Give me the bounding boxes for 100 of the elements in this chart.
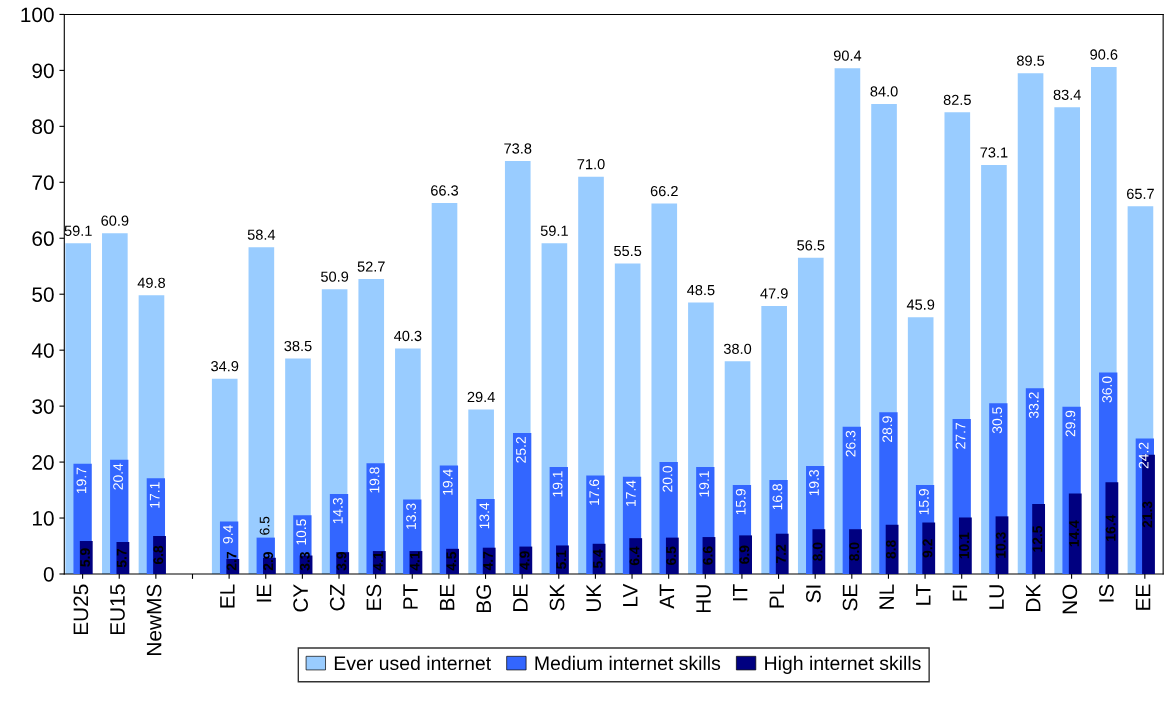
x-tick-label: CZ [329, 584, 345, 611]
y-tick-label: 80 [32, 119, 54, 135]
data-label: 84.0 [870, 86, 898, 97]
x-tick-label: PT [403, 584, 418, 609]
data-label: 17.1 [149, 482, 160, 508]
data-label: 10.3 [995, 532, 1006, 558]
y-tick-label: 70 [32, 175, 54, 191]
data-label: 30.5 [992, 407, 1003, 434]
data-label: 28.9 [882, 416, 893, 442]
data-label: 14.3 [332, 497, 343, 524]
data-label: 6.5 [259, 516, 270, 535]
data-label: 40.3 [394, 330, 422, 342]
data-label: 14.4 [1069, 520, 1079, 547]
x-tick-label: DK [1026, 583, 1041, 611]
y-tick-label: 50 [32, 287, 54, 302]
data-label: 33.2 [1028, 392, 1039, 419]
x-tick-label: LV [623, 583, 638, 606]
data-label: 15.9 [918, 489, 929, 515]
x-tick-label: BG [476, 585, 492, 613]
data-label: 34.9 [211, 361, 239, 372]
x-tick-label: CY [293, 584, 308, 612]
legend-label: High internet skills [765, 655, 921, 674]
data-label: 8.8 [886, 540, 896, 559]
x-tick-label: IE [256, 584, 272, 602]
data-label: 19.8 [369, 467, 380, 493]
y-tick-label: 30 [32, 399, 54, 414]
bar [1068, 493, 1082, 574]
data-label: 3.9 [336, 551, 347, 571]
data-label: 73.8 [504, 143, 532, 154]
x-tick-label: SE [842, 584, 858, 611]
data-label: 15.9 [735, 489, 746, 515]
data-label: 50.9 [321, 271, 349, 282]
data-label: 4.9 [519, 551, 530, 570]
data-label: 13.4 [479, 502, 490, 529]
data-label: 6.5 [666, 546, 677, 565]
x-tick-label: BE [439, 584, 455, 610]
x-tick-label: HU [696, 585, 711, 613]
data-label: 4.7 [483, 551, 493, 571]
y-tick-label: 40 [31, 343, 54, 358]
data-label: 12.5 [1032, 525, 1043, 552]
data-label: 16.4 [1105, 514, 1116, 541]
x-tick-label: SK [549, 583, 565, 611]
data-label: 82.5 [943, 94, 971, 105]
y-tick-label: 0 [43, 566, 54, 582]
x-tick-label: NewMS [146, 584, 162, 655]
data-label: 4.1 [409, 551, 420, 571]
data-label: 49.8 [137, 277, 166, 288]
data-label: 6.8 [153, 545, 164, 565]
data-label: 38.0 [723, 343, 752, 354]
data-label: 5.7 [116, 549, 127, 568]
legend-label: Medium internet skills [535, 655, 721, 671]
data-label: 2.7 [226, 552, 237, 571]
x-tick-label: PL [769, 584, 784, 608]
data-label: 73.1 [980, 147, 1008, 158]
data-label: 47.9 [760, 288, 788, 299]
data-label: 6.9 [739, 545, 750, 564]
x-tick-label: AT [659, 584, 675, 609]
data-label: 66.2 [650, 185, 678, 197]
x-tick-label: SI [806, 585, 821, 603]
y-tick-label: 10 [32, 511, 54, 526]
data-label: 3.3 [299, 551, 310, 571]
data-label: 17.6 [589, 479, 600, 505]
data-label: 26.3 [845, 430, 856, 457]
data-label: 59.1 [64, 225, 92, 236]
data-label: 10.1 [959, 532, 970, 559]
x-tick-label: EL [220, 584, 235, 608]
legend-label: Ever used internet [334, 655, 491, 671]
data-label: 8.0 [849, 542, 860, 561]
data-label: 16.8 [772, 483, 783, 510]
data-label: 2.9 [263, 551, 274, 571]
data-label: 29.4 [467, 391, 495, 403]
data-label: 36.0 [1102, 376, 1112, 403]
y-tick-label: 90 [32, 63, 54, 79]
x-tick-label: EE [1135, 584, 1151, 610]
x-tick-label: ES [366, 584, 382, 610]
data-label: 6.4 [629, 546, 640, 566]
data-label: 59.1 [540, 225, 568, 236]
x-tick-label: EU15 [110, 584, 125, 635]
data-label: 27.7 [955, 423, 966, 449]
x-tick-label: DE [513, 584, 528, 611]
data-label: 48.5 [687, 284, 715, 296]
data-label: 4.1 [373, 551, 383, 571]
data-label: 38.5 [284, 340, 312, 352]
data-label: 6.6 [702, 546, 713, 565]
data-label: 89.5 [1017, 55, 1045, 66]
y-tick-label: 20 [32, 455, 54, 470]
data-label: 90.6 [1090, 49, 1118, 60]
data-label: 9.2 [922, 539, 933, 558]
data-label: 19.1 [699, 471, 710, 497]
data-label: 45.9 [906, 299, 935, 310]
data-label: 65.7 [1127, 188, 1154, 200]
data-label: 17.4 [626, 480, 636, 506]
data-label: 29.9 [1065, 410, 1076, 437]
bar [1105, 482, 1119, 574]
data-label: 13.3 [406, 503, 416, 529]
data-label: 24.2 [1138, 442, 1149, 469]
x-tick-label: UK [586, 583, 601, 612]
y-tick-label: 60 [32, 231, 54, 247]
x-tick-label: LT [916, 584, 931, 605]
data-label: 10.5 [296, 519, 307, 545]
